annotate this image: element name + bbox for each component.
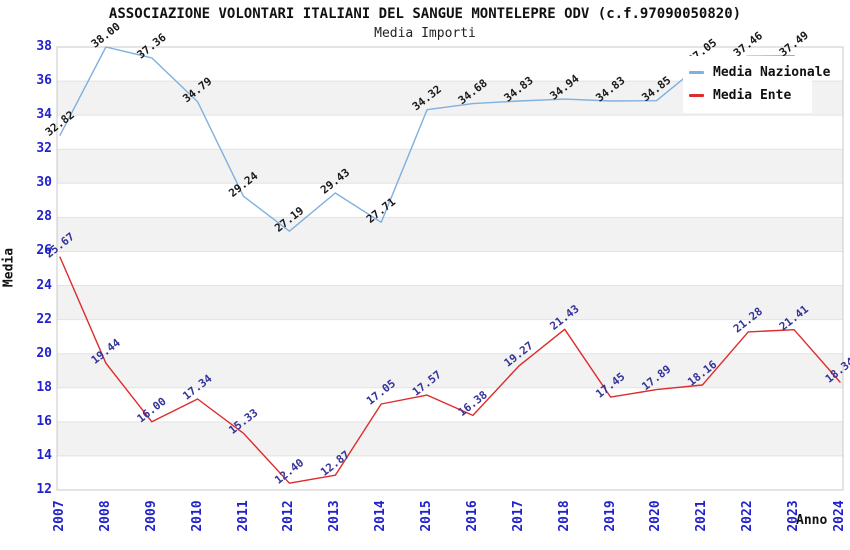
plot-band [57, 285, 843, 320]
x-tick-label: 2016 [465, 500, 480, 532]
plot-band [57, 251, 843, 286]
x-tick-label: 2019 [603, 500, 618, 532]
x-tick-label: 2022 [740, 500, 755, 532]
legend-item-label: Media Ente [713, 88, 792, 103]
legend: Media Nazionale Media Ente [683, 56, 830, 113]
plot-band [57, 149, 843, 184]
y-tick-label: 18 [36, 380, 52, 395]
x-tick-label: 2010 [190, 500, 205, 532]
x-tick-label: 2009 [144, 500, 159, 532]
y-tick-label: 28 [36, 209, 52, 224]
x-tick-label: 2013 [327, 500, 342, 532]
y-tick-label: 22 [36, 312, 52, 327]
plot-band [57, 319, 843, 354]
y-tick-label: 34 [36, 107, 52, 122]
plot-band [57, 115, 843, 150]
plot-band [57, 421, 843, 456]
x-tick-label: 2024 [832, 500, 847, 532]
x-tick-label: 2007 [52, 500, 67, 532]
y-tick-label: 30 [36, 175, 52, 190]
plot-border [56, 46, 844, 491]
series-line [59, 256, 841, 484]
series-line [59, 46, 795, 232]
legend-item: Media Ente [689, 84, 812, 107]
plot-band [57, 455, 843, 490]
chart-subtitle: Media Importi [374, 26, 476, 41]
y-tick-label: 20 [36, 346, 52, 361]
plot-band [57, 183, 843, 218]
x-tick-label: 2018 [557, 500, 572, 532]
y-tick-label: 12 [36, 482, 52, 497]
x-tick-label: 2017 [511, 500, 526, 532]
series-point-label: 38.00 [89, 20, 123, 51]
plot-band [57, 217, 843, 252]
x-tick-label: 2011 [236, 500, 251, 532]
y-tick-label: 36 [36, 73, 52, 88]
x-tick-label: 2008 [98, 500, 113, 532]
y-tick-label: 26 [36, 243, 52, 258]
legend-item: Media Nazionale [689, 61, 830, 84]
line-marker-icon [689, 94, 704, 97]
y-tick-label: 14 [36, 448, 52, 463]
x-axis-title: Anno [796, 513, 828, 528]
legend-item-label: Media Nazionale [713, 65, 831, 80]
x-tick-label: 2015 [419, 500, 434, 532]
x-tick-label: 2014 [373, 500, 388, 532]
page-title: ASSOCIAZIONE VOLONTARI ITALIANI DEL SANG… [108, 6, 742, 22]
x-tick-label: 2020 [648, 500, 663, 532]
y-tick-label: 32 [36, 141, 52, 156]
y-tick-label: 24 [36, 278, 52, 293]
line-marker-icon [689, 71, 704, 74]
y-tick-label: 16 [36, 414, 52, 429]
plot-band [57, 353, 843, 388]
y-tick-label: 38 [36, 39, 52, 54]
x-tick-label: 2021 [694, 500, 709, 532]
x-tick-label: 2012 [281, 500, 296, 532]
